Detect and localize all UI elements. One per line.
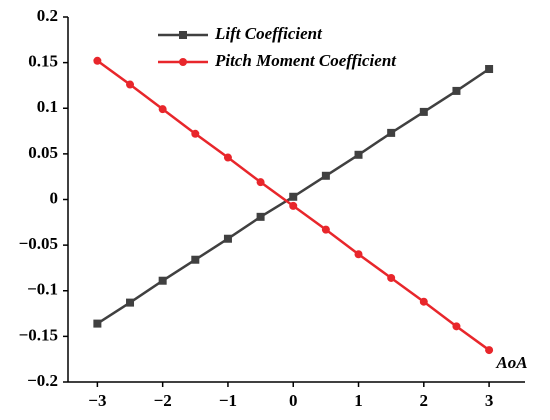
y-tick-label: −0.05 bbox=[19, 234, 58, 253]
y-tick-label: 0.05 bbox=[28, 143, 58, 162]
marker bbox=[126, 298, 135, 307]
axis-annotation: AoA bbox=[495, 353, 527, 372]
marker bbox=[354, 150, 363, 159]
marker bbox=[223, 234, 232, 243]
x-tick-label: −3 bbox=[88, 391, 106, 410]
x-tick-label: 1 bbox=[354, 391, 363, 410]
marker bbox=[485, 346, 494, 355]
marker bbox=[93, 56, 102, 65]
marker bbox=[387, 273, 396, 282]
marker bbox=[485, 65, 494, 74]
marker bbox=[289, 192, 298, 201]
marker bbox=[289, 201, 298, 210]
marker bbox=[158, 105, 167, 114]
marker bbox=[256, 212, 265, 221]
marker bbox=[223, 153, 232, 162]
legend-label: Pitch Moment Coefficient bbox=[214, 51, 397, 70]
legend-label: Lift Coefficient bbox=[214, 24, 323, 43]
marker bbox=[93, 319, 102, 328]
y-tick-label: 0.2 bbox=[37, 6, 58, 25]
x-tick-label: −1 bbox=[219, 391, 237, 410]
marker bbox=[387, 128, 396, 137]
marker bbox=[158, 276, 167, 285]
marker bbox=[354, 250, 363, 259]
marker bbox=[419, 107, 428, 116]
y-tick-label: 0.1 bbox=[37, 97, 58, 116]
y-tick-label: 0.15 bbox=[28, 52, 58, 71]
marker bbox=[321, 225, 330, 234]
legend-marker bbox=[179, 58, 187, 66]
marker bbox=[452, 322, 461, 331]
x-tick-label: −2 bbox=[154, 391, 172, 410]
marker bbox=[452, 86, 461, 95]
y-tick-label: −0.15 bbox=[19, 325, 58, 344]
legend-marker bbox=[179, 31, 187, 39]
x-tick-label: 2 bbox=[420, 391, 429, 410]
x-tick-label: 3 bbox=[485, 391, 494, 410]
marker bbox=[321, 171, 330, 180]
marker bbox=[191, 255, 200, 264]
marker bbox=[191, 129, 200, 138]
y-tick-label: 0 bbox=[50, 188, 59, 207]
marker bbox=[419, 297, 428, 306]
x-tick-label: 0 bbox=[289, 391, 298, 410]
marker bbox=[126, 80, 135, 89]
y-tick-label: −0.2 bbox=[27, 371, 58, 390]
marker bbox=[256, 178, 265, 187]
y-tick-label: −0.1 bbox=[27, 280, 58, 299]
